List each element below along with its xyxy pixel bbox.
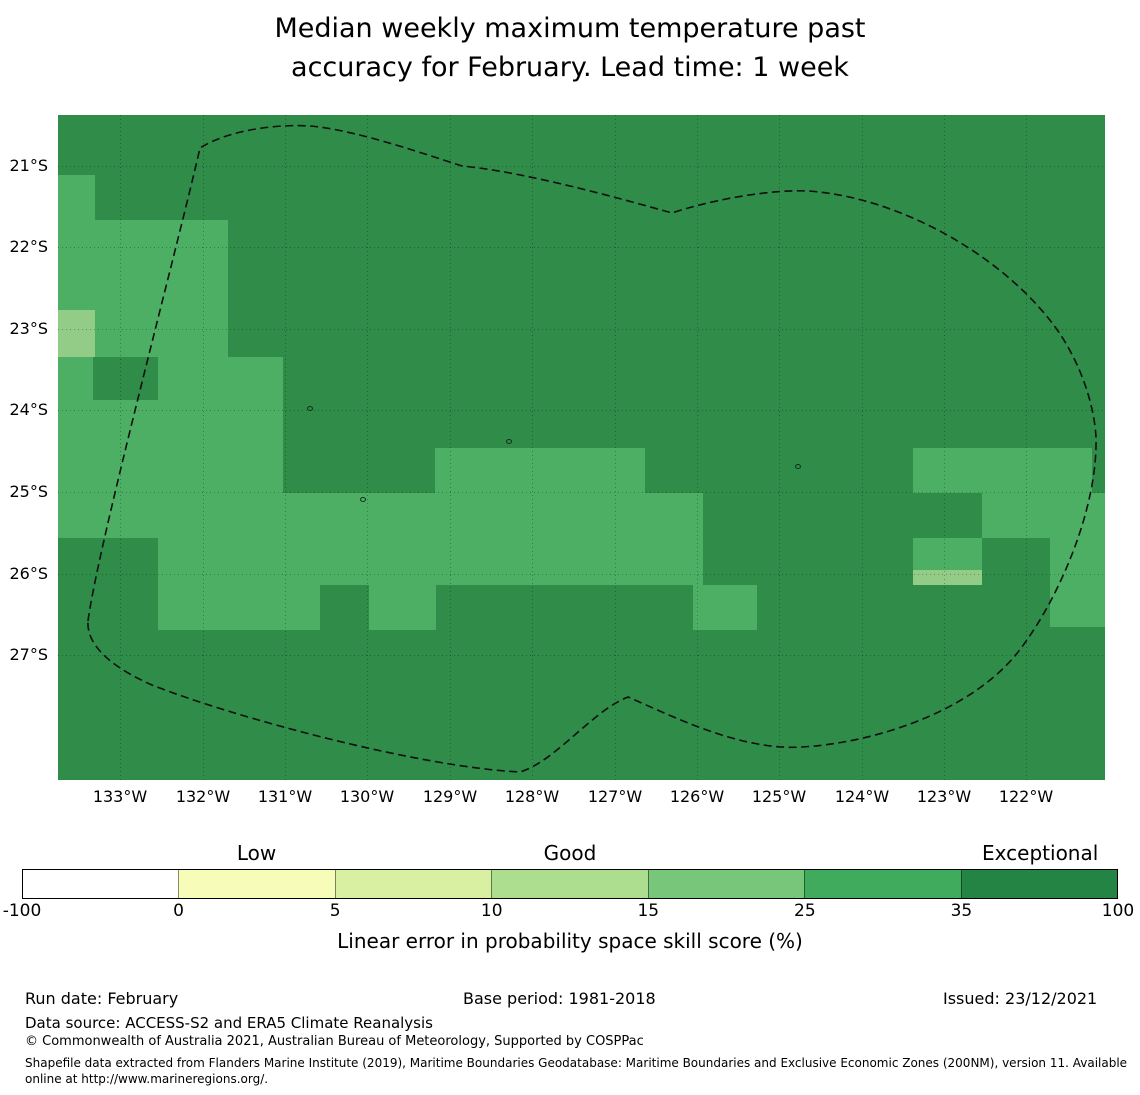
colorbar-segment <box>804 870 961 898</box>
colorbar-tick-label: 100 <box>1101 901 1135 921</box>
longitude-gridline <box>1026 115 1027 780</box>
longitude-tick-label: 127°W <box>587 787 643 806</box>
latitude-tick-label: 22°S <box>9 237 48 256</box>
map-cell <box>913 448 1092 493</box>
map-cell <box>58 310 95 357</box>
shapefile-note: Shapefile data extracted from Flanders M… <box>25 1056 1128 1087</box>
map-cell <box>158 585 320 630</box>
colorbar-tick-label: 5 <box>329 901 341 921</box>
longitude-gridline <box>779 115 780 780</box>
colorbar-tick-label: 15 <box>637 901 660 921</box>
colorbar-tick-label: 0 <box>173 901 184 921</box>
longitude-tick-label: 123°W <box>916 787 972 806</box>
chart-title-line2: accuracy for February. Lead time: 1 week <box>291 52 849 83</box>
colorbar-category-label: Low <box>236 841 277 865</box>
longitude-gridline <box>285 115 286 780</box>
longitude-tick-label: 124°W <box>834 787 890 806</box>
colorbar-segment <box>647 870 805 898</box>
longitude-gridline <box>203 115 204 780</box>
island-outline <box>307 406 313 411</box>
latitude-tick-label: 25°S <box>9 482 48 501</box>
latitude-tick-label: 27°S <box>9 645 48 664</box>
colorbar-segment <box>960 870 1117 898</box>
colorbar-tick-label: 10 <box>480 901 503 921</box>
longitude-gridline <box>450 115 451 780</box>
colorbar-axis-label: Linear error in probability space skill … <box>337 929 803 953</box>
longitude-gridline <box>944 115 945 780</box>
colorbar-segment <box>23 870 179 898</box>
eez-boundary-layer <box>87 124 1097 773</box>
longitude-tick-label: 131°W <box>257 787 313 806</box>
base-period: Base period: 1981-2018 <box>463 989 656 1008</box>
latitude-gridline <box>58 329 1105 330</box>
issued-date: Issued: 23/12/2021 <box>943 989 1098 1008</box>
chart-title: Median weekly maximum temperature past a… <box>0 9 1140 87</box>
map-cell <box>982 493 1105 538</box>
map-cell <box>1050 538 1105 627</box>
latitude-gridline <box>58 166 1105 167</box>
longitude-tick-label: 122°W <box>998 787 1054 806</box>
run-date: Run date: February <box>25 989 179 1008</box>
latitude-tick-label: 21°S <box>9 156 48 175</box>
longitude-gridline <box>615 115 616 780</box>
latitude-gridline <box>58 492 1105 493</box>
longitude-gridline <box>120 115 121 780</box>
longitude-tick-label: 126°W <box>669 787 725 806</box>
longitude-gridline <box>532 115 533 780</box>
colorbar-category-label: Good <box>543 841 597 865</box>
longitude-tick-label: 129°W <box>422 787 478 806</box>
map-cell <box>693 585 757 630</box>
longitude-gridline <box>367 115 368 780</box>
colorbar-tick-label: -100 <box>2 901 42 921</box>
colorbar-segment <box>491 870 648 898</box>
colorbar-tick-label: 35 <box>950 901 973 921</box>
data-source: Data source: ACCESS-S2 and ERA5 Climate … <box>25 1014 433 1032</box>
skill-map <box>58 115 1105 780</box>
colorbar-segment <box>334 870 492 898</box>
longitude-tick-label: 128°W <box>504 787 560 806</box>
latitude-gridline <box>58 410 1105 411</box>
longitude-tick-label: 133°W <box>92 787 148 806</box>
latitude-tick-label: 23°S <box>9 319 48 338</box>
latitude-gridline <box>58 247 1105 248</box>
longitude-tick-label: 132°W <box>175 787 231 806</box>
map-cell <box>435 448 645 493</box>
island-outline <box>506 439 512 444</box>
copyright: © Commonwealth of Australia 2021, Austra… <box>25 1034 644 1049</box>
chart-title-line1: Median weekly maximum temperature past <box>274 13 866 44</box>
colorbar <box>22 869 1118 899</box>
longitude-gridline <box>862 115 863 780</box>
map-cell <box>158 538 703 585</box>
colorbar-tick-label: 25 <box>794 901 816 921</box>
map-cell <box>58 493 703 538</box>
longitude-tick-label: 125°W <box>751 787 807 806</box>
map-cell <box>369 585 436 630</box>
latitude-tick-label: 24°S <box>9 400 48 419</box>
map-cell <box>913 570 982 585</box>
latitude-tick-label: 26°S <box>9 564 48 583</box>
latitude-gridline <box>58 574 1105 575</box>
latitude-gridline <box>58 655 1105 656</box>
island-outline <box>795 464 801 469</box>
map-cell <box>58 175 95 220</box>
colorbar-category-label: Exceptional <box>982 841 1099 865</box>
eez-boundary-dashed-line <box>87 124 1097 773</box>
longitude-tick-label: 130°W <box>339 787 395 806</box>
longitude-gridline <box>697 115 698 780</box>
colorbar-segment <box>178 870 335 898</box>
island-outline <box>360 497 366 502</box>
